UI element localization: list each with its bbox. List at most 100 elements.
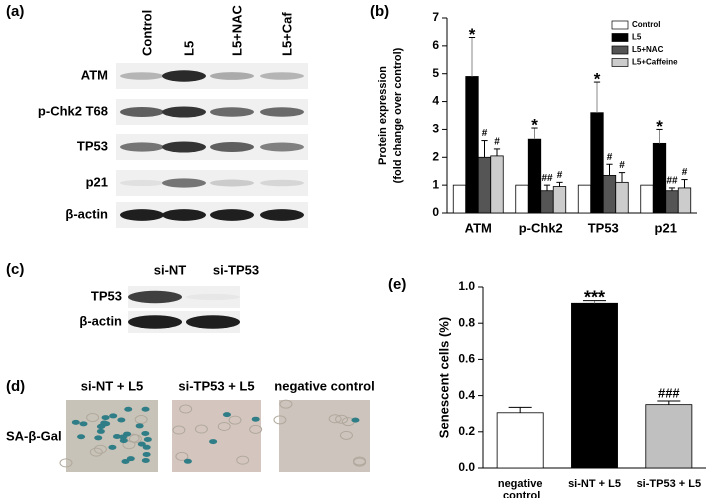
- cell-outline: [122, 440, 136, 450]
- blot-band: [120, 107, 164, 117]
- bar: [490, 155, 504, 214]
- bar: [652, 142, 667, 214]
- bar: [640, 184, 654, 214]
- blot-column-label: si-NT: [154, 262, 187, 277]
- error-bar: [593, 81, 601, 113]
- blot-band: [162, 106, 206, 118]
- stained-cell: [183, 458, 192, 464]
- significance-label: #: [494, 137, 500, 148]
- blot-band: [260, 107, 304, 117]
- error-bar: [668, 187, 676, 191]
- cell-outline: [328, 414, 342, 424]
- error-bar: [481, 140, 488, 158]
- legend-label: Control: [632, 20, 660, 29]
- blot-band: [260, 209, 304, 221]
- blot-band: [162, 209, 206, 221]
- x-tick-label: ATM: [465, 220, 492, 235]
- stained-cell: [351, 417, 360, 423]
- stained-cell: [94, 435, 103, 441]
- panel-label: (d): [6, 378, 25, 395]
- y-axis-label: Senescent cells (%): [436, 317, 451, 438]
- y-tick-label: 4: [432, 94, 439, 108]
- cell-outline: [335, 414, 349, 424]
- legend-label: L5: [632, 33, 642, 42]
- cell-outline: [279, 399, 293, 409]
- y-tick-label: 5: [432, 66, 439, 80]
- x-tick-label: TP53: [588, 220, 619, 235]
- bar: [527, 138, 542, 214]
- blot-band: [120, 179, 164, 187]
- stained-cell: [101, 415, 110, 421]
- blot-band: [128, 290, 182, 304]
- y-tick-label: 0.2: [458, 424, 475, 438]
- significance-label: #: [607, 152, 613, 163]
- significance-label: *: [531, 116, 538, 135]
- blot-band: [162, 178, 206, 188]
- bar: [677, 187, 692, 214]
- legend-swatch: [611, 45, 629, 55]
- cell-outline: [339, 430, 353, 440]
- stained-cell: [137, 441, 146, 447]
- significance-label: *: [656, 117, 663, 136]
- bar: [477, 156, 492, 214]
- blot-band: [210, 72, 254, 80]
- error-bar: [582, 300, 607, 304]
- blot-band: [260, 179, 304, 187]
- bar: [590, 112, 604, 214]
- y-tick-label: 0.4: [458, 388, 475, 402]
- y-tick-label: 7: [432, 10, 439, 24]
- blot-column-label: si-TP53: [213, 262, 259, 277]
- cell-outline: [217, 421, 231, 431]
- stained-cell: [141, 406, 150, 412]
- y-tick-label: 3: [432, 122, 439, 136]
- blot-band: [210, 142, 254, 152]
- legend-label: L5+Caffeine: [632, 58, 678, 67]
- blot-band: [210, 209, 254, 221]
- blot-band: [120, 142, 164, 152]
- significance-label: ###: [658, 385, 680, 400]
- stained-cell: [143, 436, 152, 442]
- blot-row-label: TP53: [77, 138, 108, 153]
- blot-row-label: TP53: [91, 288, 122, 303]
- blot-band: [210, 179, 254, 187]
- stained-cell: [124, 406, 133, 412]
- significance-label: ***: [584, 287, 605, 307]
- x-tick-label: si-TP53 + L5: [637, 478, 702, 490]
- stained-cell: [141, 458, 150, 464]
- blot-band: [186, 293, 240, 301]
- stained-cell: [251, 416, 260, 422]
- significance-label: ##: [666, 176, 678, 187]
- cell-outline: [89, 447, 103, 457]
- cell-outline: [128, 434, 142, 444]
- x-tick-label: si-NT + L5: [568, 478, 621, 490]
- stained-cell: [119, 438, 128, 444]
- y-tick-label: 0.8: [458, 315, 475, 329]
- blot-band: [186, 315, 240, 329]
- legend-swatch: [611, 58, 629, 67]
- cell-outline: [194, 424, 208, 434]
- bar: [496, 412, 544, 469]
- blot-column-label: L5: [181, 41, 196, 56]
- error-bar: [508, 406, 532, 413]
- significance-label: #: [682, 167, 688, 178]
- stained-cell: [108, 444, 117, 450]
- x-tick-label: negative control: [498, 478, 543, 498]
- stained-cell: [119, 434, 128, 440]
- y-axis-label: Protein expression: [377, 66, 389, 165]
- bar: [602, 174, 617, 214]
- image-title: si-NT + L5: [81, 378, 144, 393]
- stained-cell: [112, 434, 121, 440]
- blot-band: [128, 315, 182, 329]
- image-title: negative control: [274, 378, 374, 393]
- blot-band: [162, 141, 206, 153]
- error-bar: [618, 172, 626, 183]
- y-tick-label: 2: [432, 149, 439, 163]
- cell-outline: [236, 455, 250, 465]
- stained-cell: [77, 434, 86, 440]
- stained-cell: [100, 420, 109, 426]
- blot-column-label: L5+NAC: [229, 4, 244, 56]
- legend-swatch: [611, 33, 629, 42]
- cell-outline: [93, 444, 107, 454]
- legend-swatch: [611, 20, 629, 30]
